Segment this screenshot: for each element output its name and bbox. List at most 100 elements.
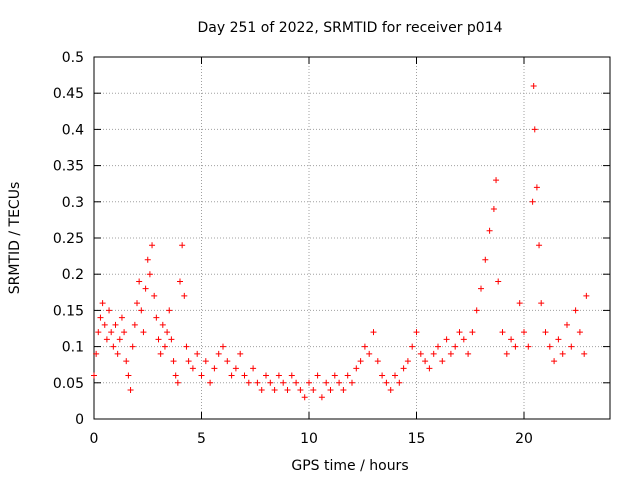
data-point	[140, 329, 147, 336]
data-point	[465, 350, 472, 357]
data-point	[374, 358, 381, 365]
data-point	[131, 321, 138, 328]
data-point	[387, 387, 394, 394]
data-point	[189, 365, 196, 372]
data-point	[379, 372, 386, 379]
data-point	[275, 372, 282, 379]
data-point	[521, 329, 527, 336]
data-point	[314, 372, 321, 379]
data-point	[426, 365, 433, 372]
data-point	[123, 358, 130, 365]
data-point	[499, 329, 506, 336]
data-point	[512, 343, 519, 350]
data-point	[413, 329, 420, 336]
data-point	[486, 227, 493, 234]
data-point	[177, 278, 183, 285]
data-point	[370, 329, 377, 336]
data-point	[430, 350, 437, 357]
x-tick-label: 10	[300, 431, 318, 447]
data-point	[198, 372, 205, 379]
y-tick-label: 0.05	[53, 376, 84, 392]
data-point	[164, 329, 171, 336]
data-point	[469, 329, 476, 336]
data-point	[284, 387, 291, 394]
data-point	[183, 343, 190, 350]
data-point	[327, 387, 334, 394]
data-point	[366, 350, 373, 357]
data-point	[127, 387, 134, 394]
chart-title: Day 251 of 2022, SRMTID for receiver p01…	[197, 20, 502, 36]
data-point	[181, 292, 188, 299]
data-points	[91, 82, 590, 401]
data-point	[357, 358, 364, 365]
data-point	[503, 350, 510, 357]
data-point	[508, 336, 515, 343]
data-point	[202, 358, 209, 365]
data-point	[361, 343, 368, 350]
data-point	[460, 336, 467, 343]
data-point	[142, 285, 149, 292]
x-tick-label: 20	[515, 431, 533, 447]
data-point	[220, 343, 226, 350]
data-point	[151, 292, 158, 299]
data-point	[533, 184, 540, 191]
y-tick-label: 0.2	[62, 267, 84, 283]
data-point	[258, 387, 265, 394]
data-point	[250, 365, 257, 372]
data-point	[93, 350, 100, 357]
data-point	[490, 206, 497, 213]
data-point	[144, 256, 151, 263]
data-point	[106, 307, 113, 314]
data-point	[172, 372, 179, 379]
data-point	[280, 379, 287, 386]
data-point	[473, 307, 480, 314]
data-point	[538, 300, 545, 307]
data-point	[97, 314, 104, 321]
data-point	[447, 350, 454, 357]
data-point	[136, 278, 143, 285]
data-point	[108, 329, 115, 336]
data-point	[263, 372, 269, 379]
data-point	[232, 365, 239, 372]
y-tick-label: 0.3	[62, 195, 84, 211]
data-point	[478, 285, 484, 292]
data-point	[542, 329, 549, 336]
data-point	[495, 278, 502, 285]
data-point	[149, 242, 156, 249]
data-point	[118, 314, 125, 321]
x-tick-label: 15	[408, 431, 426, 447]
data-point	[482, 256, 489, 263]
data-point	[310, 387, 317, 394]
data-point	[443, 336, 450, 343]
data-point	[159, 321, 166, 328]
data-point	[306, 379, 312, 386]
data-point	[404, 358, 411, 365]
data-point	[349, 379, 355, 386]
y-tick-label: 0.35	[53, 159, 84, 175]
data-point	[146, 271, 153, 278]
data-point	[288, 372, 295, 379]
x-tick-label: 5	[197, 431, 206, 447]
data-point	[318, 394, 325, 401]
data-point	[179, 242, 186, 249]
data-point	[237, 350, 244, 357]
data-point	[559, 350, 566, 357]
y-tick-label: 0.45	[53, 86, 84, 102]
axis-ticks: 0 0.05 0.1 0.15 0.2 0.25 0.3 0.35 0.4 0.45 0.5 0 5 10…	[53, 50, 610, 447]
data-point	[400, 365, 407, 372]
data-point	[185, 358, 192, 365]
data-point	[99, 300, 106, 307]
data-point	[138, 307, 145, 314]
data-point	[121, 329, 128, 336]
data-point	[155, 336, 162, 343]
y-tick-label: 0.15	[53, 303, 84, 319]
y-tick-label: 0.1	[62, 340, 84, 356]
data-point	[396, 379, 403, 386]
data-point	[161, 343, 168, 350]
data-point	[271, 387, 278, 394]
data-point	[297, 387, 304, 394]
data-point	[267, 379, 274, 386]
data-point	[112, 321, 119, 328]
data-point	[551, 358, 558, 365]
